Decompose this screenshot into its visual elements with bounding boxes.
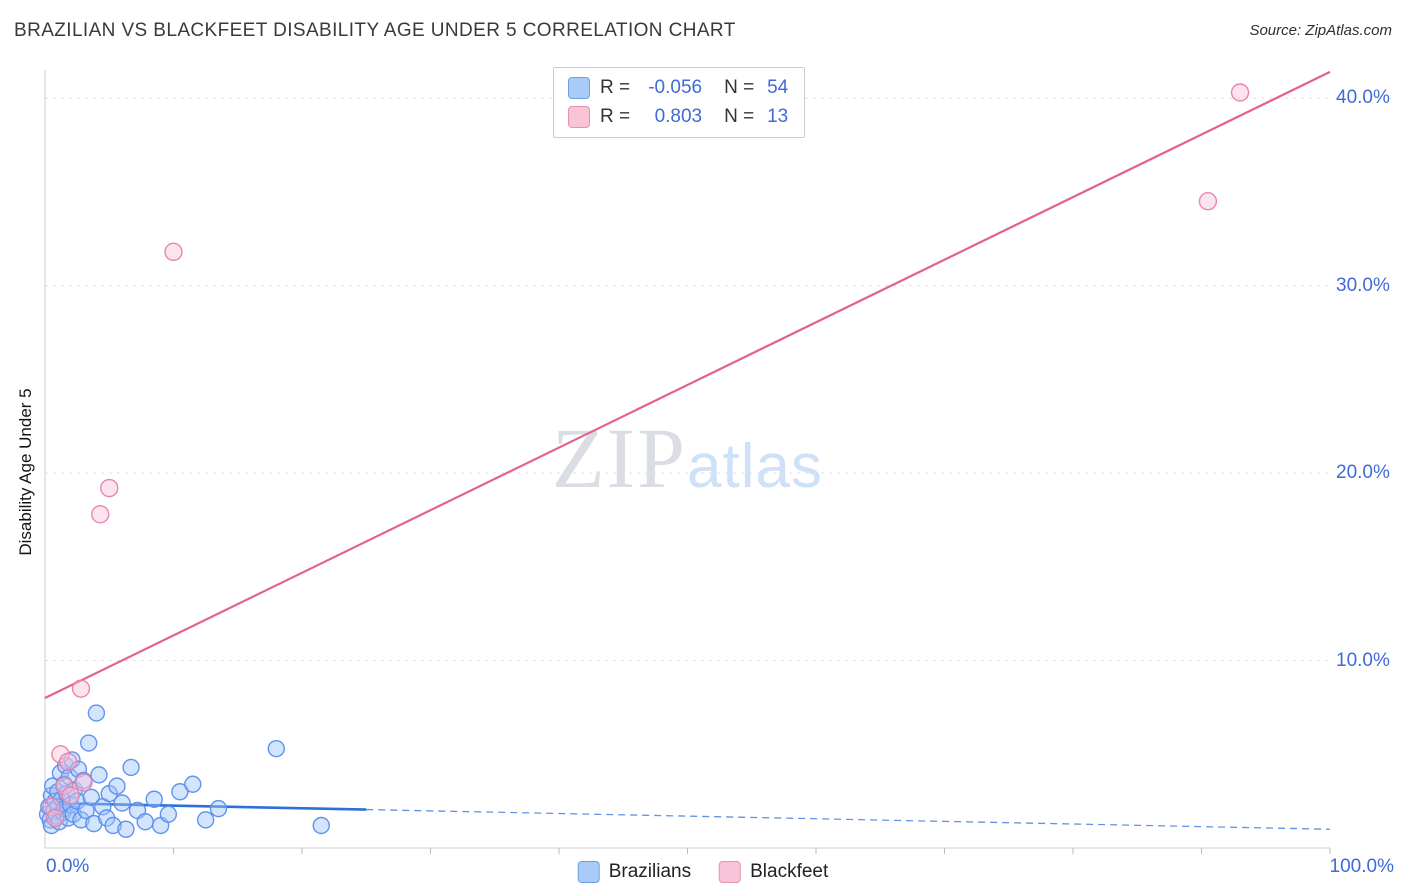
scatter-point-brazilians xyxy=(87,704,106,722)
y-tick-label: 10.0% xyxy=(1336,649,1390,671)
scatter-point-blackfeet xyxy=(1230,83,1250,102)
r-value-brazilians: -0.056 xyxy=(648,77,703,98)
scatter-point-blackfeet xyxy=(1198,192,1218,211)
zipatlas-watermark: ZIP atlas xyxy=(552,408,823,508)
scatter-point-blackfeet xyxy=(46,808,65,828)
brazilians-trend-line-dashed xyxy=(366,808,1331,830)
scatter-point-brazilians xyxy=(90,766,108,784)
watermark-atlas-text: atlas xyxy=(687,432,823,501)
scatter-point-blackfeet xyxy=(100,478,119,498)
correlation-stats-box: R = -0.056 N = 54 R = 0.803 N = 13 xyxy=(553,67,806,138)
blackfeet-legend-swatch-icon xyxy=(719,861,742,883)
scatter-point-brazilians xyxy=(122,758,140,777)
r-label: R = xyxy=(600,77,631,98)
n-value-blackfeet: 13 xyxy=(767,106,789,127)
scatter-point-brazilians xyxy=(108,777,126,795)
scatter-point-blackfeet xyxy=(55,776,74,796)
scatter-point-blackfeet xyxy=(51,745,70,764)
y-tick-label: 20.0% xyxy=(1336,462,1390,484)
scatter-point-brazilians xyxy=(267,739,285,758)
legend-label-blackfeet: Blackfeet xyxy=(750,861,829,882)
scatter-point-blackfeet xyxy=(61,786,80,805)
scatter-point-blackfeet xyxy=(71,679,91,698)
scatter-point-brazilians xyxy=(145,790,163,808)
scatter-point-brazilians xyxy=(117,820,135,838)
scatter-point-brazilians xyxy=(79,734,98,752)
n-value-brazilians: 54 xyxy=(767,77,789,98)
x-axis-min-label: 0.0% xyxy=(46,856,90,877)
scatter-point-brazilians xyxy=(82,788,100,807)
brazilians-legend-swatch-icon xyxy=(577,861,600,883)
scatter-point-blackfeet xyxy=(42,797,61,816)
y-tick-label: 30.0% xyxy=(1336,274,1390,296)
scatter-point-brazilians xyxy=(209,799,228,818)
stats-row-blackfeet: R = 0.803 N = 13 xyxy=(568,106,788,128)
scatter-point-brazilians xyxy=(77,801,95,820)
r-value-blackfeet: 0.803 xyxy=(654,106,703,127)
x-axis-max-label: 100.0% xyxy=(1329,856,1394,877)
stats-row-brazilians: R = -0.056 N = 54 xyxy=(568,77,788,99)
scatter-point-brazilians xyxy=(113,794,131,812)
brazilians-trend-line-solid xyxy=(44,801,367,811)
n-label: N = xyxy=(724,77,755,98)
y-axis-title: Disability Age Under 5 xyxy=(16,388,35,556)
series-legend: Brazilians Blackfeet xyxy=(577,861,828,883)
scatter-point-brazilians xyxy=(136,813,154,831)
legend-label-brazilians: Brazilians xyxy=(608,861,692,882)
source-attribution: Source: ZipAtlas.com xyxy=(1249,22,1392,39)
scatter-point-brazilians xyxy=(159,805,178,823)
page-title: BRAZILIAN VS BLACKFEET DISABILITY AGE UN… xyxy=(14,20,736,41)
y-tick-label: 40.0% xyxy=(1336,87,1390,109)
watermark-zip-text: ZIP xyxy=(552,410,687,506)
legend-item-blackfeet: Blackfeet xyxy=(719,861,828,883)
scatter-point-brazilians xyxy=(184,775,202,793)
legend-item-brazilians: Brazilians xyxy=(577,861,692,883)
blackfeet-trend-line xyxy=(44,70,1331,700)
scatter-point-blackfeet xyxy=(164,242,183,262)
scatter-point-blackfeet xyxy=(74,773,93,792)
scatter-point-blackfeet xyxy=(91,505,110,524)
scatter-point-brazilians xyxy=(196,811,215,829)
scatter-point-brazilians xyxy=(72,811,90,829)
brazilians-swatch-icon xyxy=(568,77,590,99)
n-label: N = xyxy=(724,106,755,127)
scatter-point-brazilians xyxy=(312,816,330,835)
r-label: R = xyxy=(600,106,631,127)
scatter-point-brazilians xyxy=(171,783,189,801)
blackfeet-swatch-icon xyxy=(568,106,590,128)
scatter-point-brazilians xyxy=(104,816,122,835)
scatter-point-blackfeet xyxy=(58,752,78,771)
